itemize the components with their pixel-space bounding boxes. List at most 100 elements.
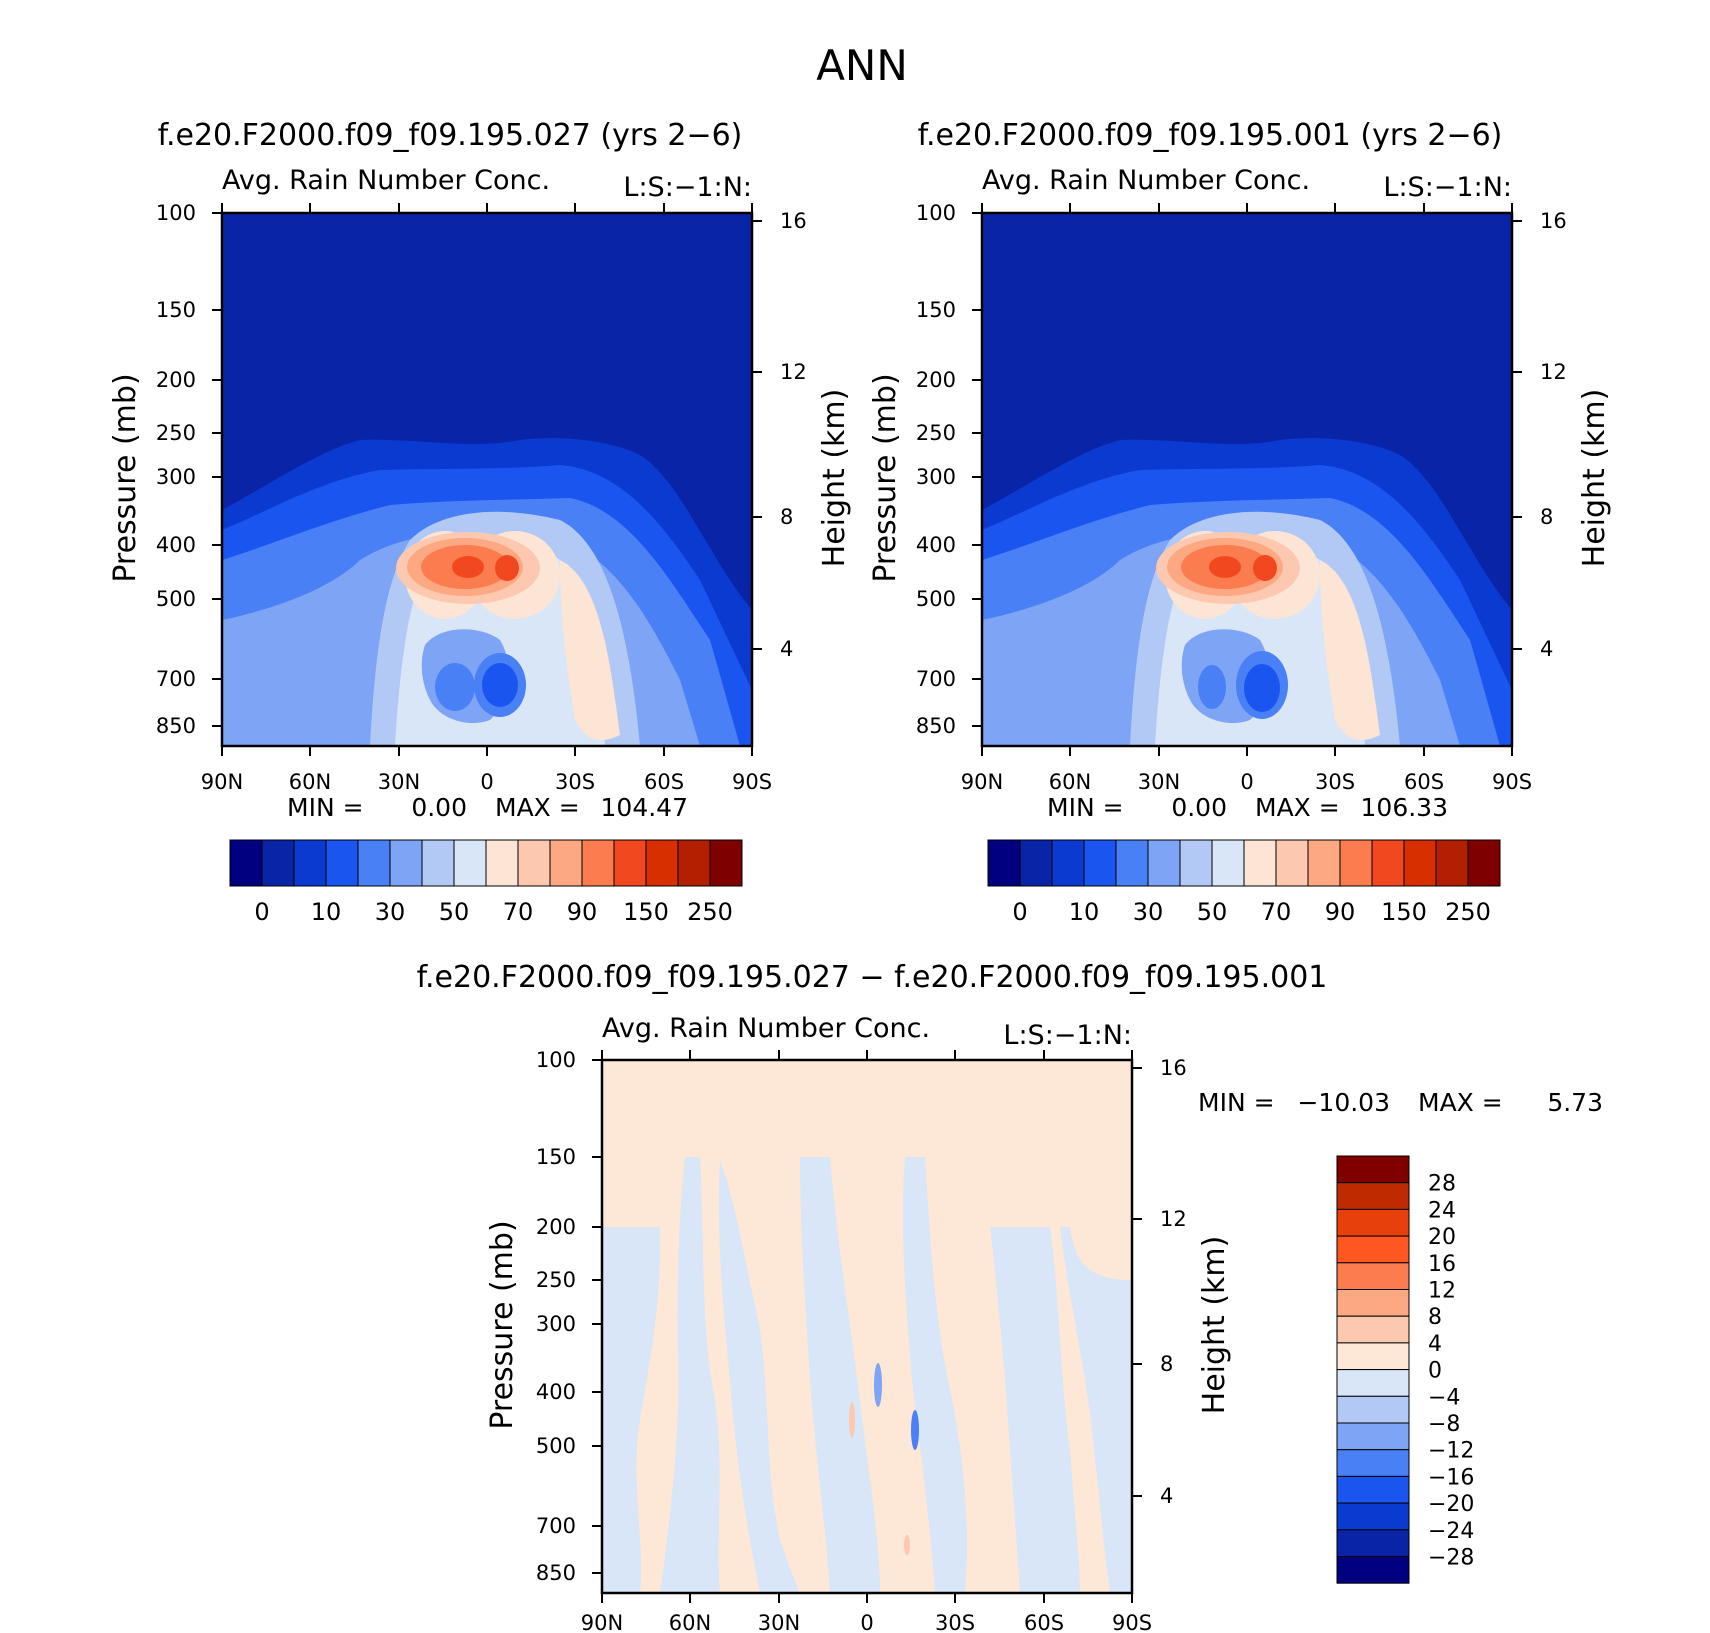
panel-a: f.e20.F2000.f09_f09.195.027 (yrs 2−6) Av…	[108, 118, 852, 926]
colorbar-swatch	[1336, 1315, 1410, 1344]
contour-band	[1320, 560, 1380, 740]
contour-band	[660, 1157, 720, 1593]
max-value: 5.73	[1547, 1088, 1603, 1117]
colorbar-label: 250	[687, 898, 733, 926]
y-right-tick-label: 4	[1540, 637, 1553, 661]
colorbar-swatch	[1179, 839, 1213, 887]
colorbar-swatch	[1336, 1208, 1410, 1237]
max-value: 104.47	[601, 793, 688, 822]
colorbar-swatch	[1336, 1342, 1410, 1371]
y-right-tick-label: 12	[1160, 1207, 1187, 1231]
contour-band	[1198, 665, 1226, 709]
x-tick-label: 30N	[758, 1611, 800, 1633]
colorbar-label: −28	[1428, 1546, 1474, 1571]
min-max-readout: MIN = 0.00 MAX = 106.33	[1047, 793, 1448, 822]
colorbar-label: 20	[1428, 1225, 1456, 1250]
contour-band	[1244, 664, 1280, 712]
colorbar-label: 70	[503, 898, 534, 926]
colorbar-swatch	[1467, 839, 1501, 887]
colorbar-label: 30	[1133, 898, 1164, 926]
colorbar-swatch	[581, 839, 615, 887]
x-tick-label: 0	[480, 770, 493, 794]
contour-band	[718, 1160, 800, 1593]
colorbar-swatch	[1307, 839, 1341, 887]
contour-field	[982, 213, 1512, 746]
y-tick-label: 700	[156, 667, 196, 691]
y-tick-label: 700	[916, 667, 956, 691]
colorbar-label: 30	[375, 898, 406, 926]
colorbar-label: 10	[311, 898, 342, 926]
min-label: MIN =	[287, 793, 364, 822]
colorbar-label: −4	[1428, 1385, 1460, 1410]
colorbar-label: −20	[1428, 1492, 1474, 1517]
colorbar-swatch	[549, 839, 583, 887]
figure-title: ANN	[816, 41, 908, 90]
y-tick-label: 100	[156, 201, 196, 225]
colorbar-swatch	[1336, 1422, 1410, 1451]
y-right-axis-label: Height (km)	[1197, 1236, 1232, 1415]
colorbar-swatch	[1336, 1449, 1410, 1477]
panel-b: f.e20.F2000.f09_f09.195.001 (yrs 2−6) Av…	[868, 118, 1612, 926]
y-axis-label: Pressure (mb)	[108, 373, 143, 582]
panel-subtitle: Avg. Rain Number Conc.	[982, 165, 1310, 196]
y-tick-label: 150	[536, 1145, 576, 1169]
colorbar-label: 150	[1381, 898, 1427, 926]
y-tick-labels: 100 150 200 250 300 400 500 700 850	[536, 1048, 576, 1585]
colorbar-swatch	[1336, 1395, 1410, 1424]
colorbar-swatch	[1403, 839, 1437, 887]
colorbar-swatch	[645, 839, 679, 887]
colorbar-swatch	[987, 839, 1021, 887]
colorbar-label: 4	[1428, 1332, 1442, 1357]
y-tick-label: 400	[536, 1380, 576, 1404]
y-tick-label: 150	[156, 298, 196, 322]
panel-difference: f.e20.F2000.f09_f09.195.027 − f.e20.F200…	[417, 960, 1603, 1633]
colorbar-swatch	[1115, 839, 1149, 887]
colorbar-swatch	[517, 839, 551, 887]
x-tick-label: 30S	[555, 770, 595, 794]
colorbar-label: 90	[567, 898, 598, 926]
colorbar-swatch	[1275, 839, 1309, 887]
y-tick-label: 500	[916, 587, 956, 611]
panel-title: f.e20.F2000.f09_f09.195.027 (yrs 2−6)	[158, 118, 743, 153]
colorbar-swatch	[1435, 839, 1469, 887]
contour-band	[990, 1227, 1080, 1593]
colorbar-label: −16	[1428, 1465, 1474, 1490]
colorbar-label: 28	[1428, 1172, 1456, 1197]
y-tick-label: 400	[916, 533, 956, 557]
contour-band	[874, 1363, 882, 1407]
colorbar-swatch	[421, 839, 455, 887]
y-tick-label: 150	[916, 298, 956, 322]
y-tick-label: 700	[536, 1514, 576, 1538]
colorbar: 0 10 30 50 70 90 150 250	[229, 839, 743, 926]
colorbar-label: 50	[439, 898, 470, 926]
contour-band	[849, 1402, 855, 1438]
colorbar-swatch	[485, 839, 519, 887]
x-tick-labels: 90N 60N 30N 0 30S 60S 90S	[201, 770, 772, 794]
colorbar-swatch	[1336, 1182, 1410, 1210]
x-tick-label: 30N	[1138, 770, 1180, 794]
colorbar-label: 10	[1069, 898, 1100, 926]
colorbar-label: 0	[1012, 898, 1027, 926]
y-axis-label: Pressure (mb)	[868, 373, 903, 582]
x-tick-label: 0	[860, 1611, 873, 1633]
panel-title: f.e20.F2000.f09_f09.195.001 (yrs 2−6)	[918, 118, 1503, 153]
colorbar-swatch	[677, 839, 711, 887]
y-tick-labels: 100 150 200 250 300 400 500 700 850	[916, 201, 956, 738]
y-tick-label: 100	[536, 1048, 576, 1072]
x-tick-label: 60S	[1404, 770, 1444, 794]
max-value: 106.33	[1361, 793, 1448, 822]
colorbar-label: 0	[254, 898, 269, 926]
panel-subtitle: Avg. Rain Number Conc.	[222, 165, 550, 196]
contour-band	[560, 560, 620, 740]
colorbar-label: 8	[1428, 1305, 1442, 1330]
min-label: MIN =	[1047, 793, 1124, 822]
contour-band	[482, 663, 518, 707]
x-tick-label: 30N	[378, 770, 420, 794]
contour-band	[1060, 1227, 1132, 1593]
colorbar-label: 12	[1428, 1279, 1456, 1304]
y-right-tick-label: 16	[780, 209, 807, 233]
colorbar-swatch	[1211, 839, 1245, 887]
contour-field	[222, 213, 752, 746]
contour-band	[904, 1535, 910, 1555]
